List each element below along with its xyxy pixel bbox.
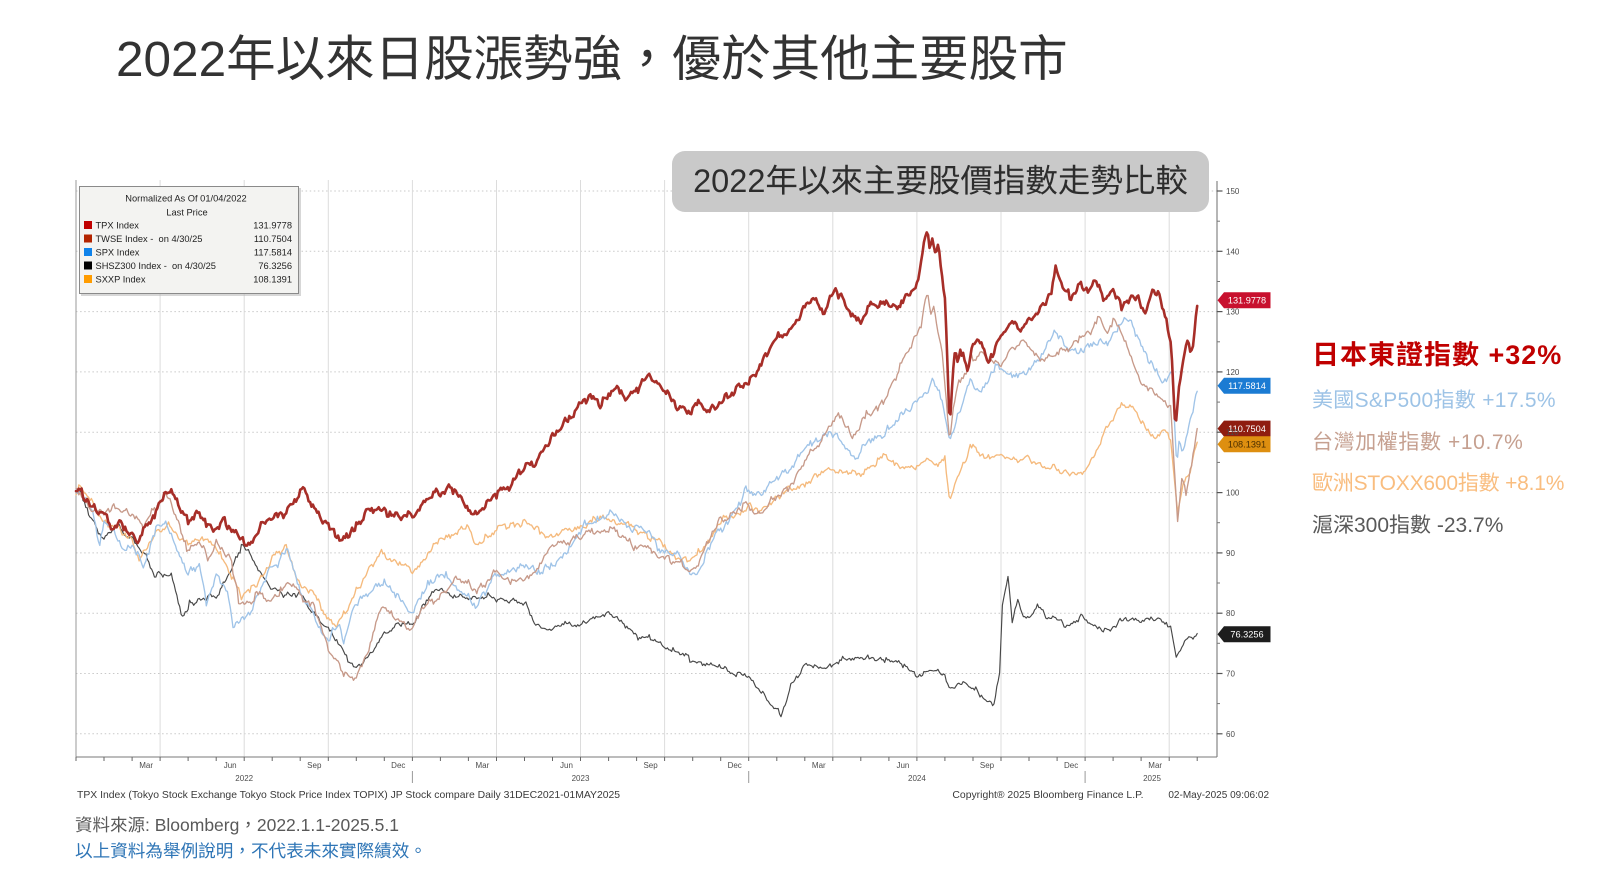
svg-text:110: 110 <box>1226 428 1239 437</box>
svg-text:Sep: Sep <box>980 761 995 770</box>
svg-text:110.7504: 110.7504 <box>1228 424 1266 434</box>
svg-text:80: 80 <box>1226 609 1235 618</box>
svg-text:108.1391: 108.1391 <box>1228 440 1266 450</box>
svg-text:131.9778: 131.9778 <box>253 221 292 231</box>
svg-text:SXXP Index: SXXP Index <box>96 275 146 285</box>
svg-text:TPX Index (Tokyo Stock Exchan: TPX Index (Tokyo Stock Exchange Tokyo St… <box>77 790 620 801</box>
svg-text:SPX Index: SPX Index <box>96 248 140 258</box>
svg-text:Jun: Jun <box>224 761 237 770</box>
svg-text:100: 100 <box>1226 489 1240 498</box>
svg-text:150: 150 <box>1226 187 1240 196</box>
svg-text:Sep: Sep <box>307 761 322 770</box>
svg-text:70: 70 <box>1226 670 1235 679</box>
svg-text:110.7504: 110.7504 <box>254 234 292 244</box>
svg-text:117.5814: 117.5814 <box>254 248 292 258</box>
svg-text:117.5814: 117.5814 <box>1228 381 1266 391</box>
svg-text:Normalized As Of 01/04/2022: Normalized As Of 01/04/2022 <box>125 194 246 204</box>
svg-text:Mar: Mar <box>812 761 826 770</box>
svg-text:108.1391: 108.1391 <box>253 275 292 285</box>
svg-text:TPX Index: TPX Index <box>96 221 140 231</box>
svg-text:Sep: Sep <box>643 761 658 770</box>
svg-text:Copyright® 2025 Bloomberg Fina: Copyright® 2025 Bloomberg Finance L.P. <box>952 790 1143 801</box>
svg-text:Mar: Mar <box>476 761 490 770</box>
svg-text:SHSZ300 Index - on 4/30/25: SHSZ300 Index - on 4/30/25 <box>96 261 216 271</box>
svg-text:Last Price: Last Price <box>166 208 207 218</box>
svg-text:Dec: Dec <box>1064 761 1078 770</box>
svg-text:76.3256: 76.3256 <box>1230 630 1263 640</box>
svg-text:Jun: Jun <box>560 761 573 770</box>
svg-text:02-May-2025 09:06:02: 02-May-2025 09:06:02 <box>1168 790 1269 801</box>
svg-text:TWSE Index - on 4/30/25: TWSE Index - on 4/30/25 <box>96 234 203 244</box>
svg-text:131.9778: 131.9778 <box>1228 296 1266 306</box>
svg-text:90: 90 <box>1226 549 1235 558</box>
svg-text:120: 120 <box>1226 368 1240 377</box>
svg-text:76.3256: 76.3256 <box>258 261 292 271</box>
svg-text:Dec: Dec <box>391 761 405 770</box>
svg-text:140: 140 <box>1226 247 1240 256</box>
svg-text:2024: 2024 <box>908 774 926 783</box>
svg-text:Dec: Dec <box>728 761 742 770</box>
svg-text:Mar: Mar <box>139 761 153 770</box>
svg-text:60: 60 <box>1226 730 1235 739</box>
svg-text:2025: 2025 <box>1143 774 1161 783</box>
svg-text:130: 130 <box>1226 308 1240 317</box>
svg-text:Mar: Mar <box>1148 761 1162 770</box>
svg-text:2022: 2022 <box>235 774 253 783</box>
svg-text:Jun: Jun <box>896 761 909 770</box>
svg-text:2023: 2023 <box>572 774 590 783</box>
